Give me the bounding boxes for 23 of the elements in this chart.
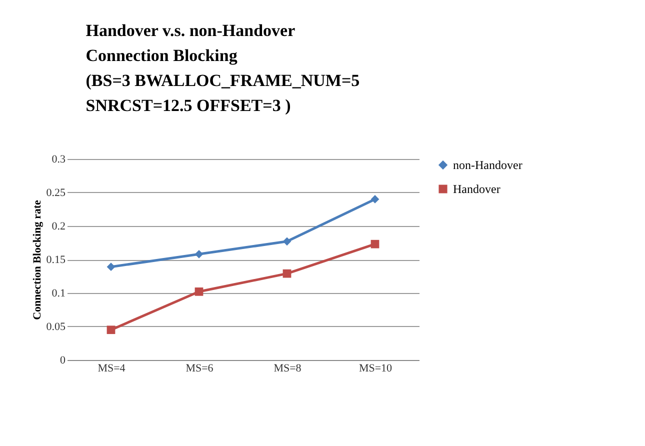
point	[282, 269, 292, 278]
y-tick-label: 0.3	[52, 154, 66, 166]
legend-label: Handover	[453, 182, 500, 196]
point	[194, 287, 204, 296]
x-tick-label: MS=8	[274, 362, 302, 374]
y-tick-label: 0.2	[52, 220, 66, 232]
point	[370, 195, 380, 204]
point	[282, 237, 292, 246]
x-tick-label: MS=6	[186, 362, 214, 374]
x-tick-label: MS=10	[358, 362, 393, 374]
point	[370, 240, 380, 248]
point	[194, 250, 204, 258]
point	[106, 262, 116, 272]
point	[106, 326, 116, 334]
y-tick-label: 0.15	[46, 254, 66, 266]
y-tick-label: 0	[60, 354, 66, 366]
y-tick-label: 0.05	[46, 321, 66, 333]
y-axis-title: Connection Blocking rate	[31, 200, 44, 320]
y-tick-label: 0.25	[46, 187, 66, 199]
legend-label: non-Handover	[453, 158, 522, 172]
chart-title: Handover v.s. non-Handover Connection Blocking (BS=3 BWALLOC_FRAME_NUM=5 SNRCST=12.5 OFFSET=3 )	[86, 21, 360, 115]
y-tick-label: 0.1	[52, 288, 66, 300]
x-tick-label: MS=4	[98, 362, 126, 374]
